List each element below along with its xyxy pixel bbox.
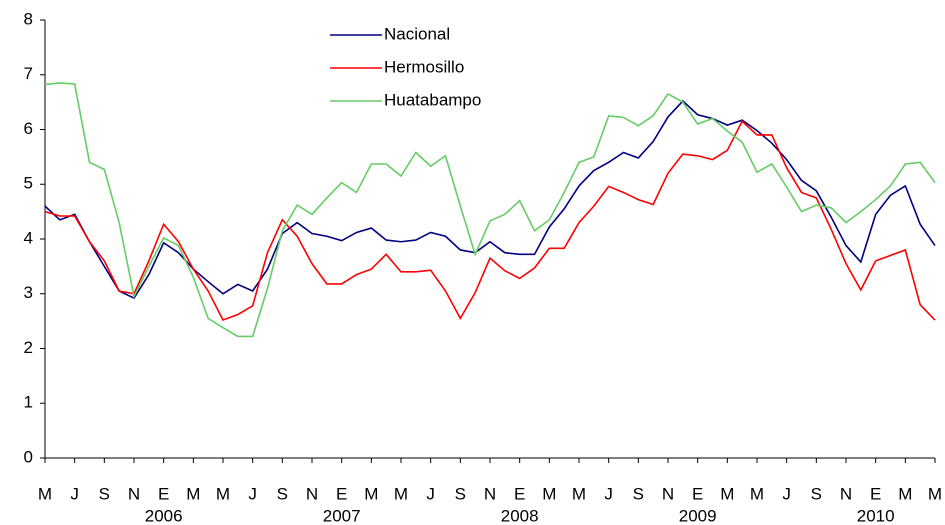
- x-tick-label: E: [336, 484, 347, 503]
- x-tick-label: N: [128, 484, 140, 503]
- x-tick-label: E: [158, 484, 169, 503]
- x-tick-label: N: [484, 484, 496, 503]
- series-line: [44, 119, 936, 322]
- x-tick-label: N: [840, 484, 852, 503]
- y-tick-label: 7: [24, 64, 33, 83]
- x-tick-label: M: [750, 484, 764, 503]
- x-tick-label: N: [306, 484, 318, 503]
- x-tick-label: S: [99, 484, 110, 503]
- x-tick-label: M: [572, 484, 586, 503]
- x-tick-label: M: [720, 484, 734, 503]
- x-tick-label: M: [216, 484, 230, 503]
- x-tick-label: J: [248, 484, 257, 503]
- x-tick-label: J: [70, 484, 79, 503]
- x-tick-label: M: [394, 484, 408, 503]
- x-tick-label: S: [277, 484, 288, 503]
- x-tick-label: M: [898, 484, 912, 503]
- x-tick-label: J: [604, 484, 613, 503]
- year-label: 2010: [857, 506, 895, 525]
- x-tick-label: E: [514, 484, 525, 503]
- x-tick-label: M: [186, 484, 200, 503]
- x-tick-label: M: [928, 484, 942, 503]
- series-line: [44, 99, 936, 300]
- y-tick-label: 8: [24, 9, 33, 28]
- x-tick-label: N: [662, 484, 674, 503]
- x-tick-label: M: [542, 484, 556, 503]
- x-tick-label: S: [811, 484, 822, 503]
- x-tick-label: E: [870, 484, 881, 503]
- legend-label: Huatabampo: [384, 90, 481, 109]
- y-tick-label: 2: [24, 338, 33, 357]
- x-tick-label: E: [692, 484, 703, 503]
- x-tick-label: S: [633, 484, 644, 503]
- year-label: 2008: [501, 506, 539, 525]
- x-tick-label: J: [426, 484, 435, 503]
- y-tick-label: 5: [24, 174, 33, 193]
- y-tick-label: 3: [24, 283, 33, 302]
- year-label: 2007: [323, 506, 361, 525]
- x-tick-label: S: [455, 484, 466, 503]
- x-tick-label: M: [38, 484, 52, 503]
- series-line: [44, 82, 936, 338]
- x-tick-label: J: [782, 484, 791, 503]
- legend-label: Nacional: [384, 24, 450, 43]
- y-tick-label: 1: [24, 393, 33, 412]
- y-tick-label: 4: [24, 228, 33, 247]
- y-tick-label: 0: [24, 447, 33, 466]
- legend-label: Hermosillo: [384, 57, 464, 76]
- year-label: 2006: [145, 506, 183, 525]
- x-tick-label: M: [364, 484, 378, 503]
- year-label: 2009: [679, 506, 717, 525]
- y-tick-label: 6: [24, 119, 33, 138]
